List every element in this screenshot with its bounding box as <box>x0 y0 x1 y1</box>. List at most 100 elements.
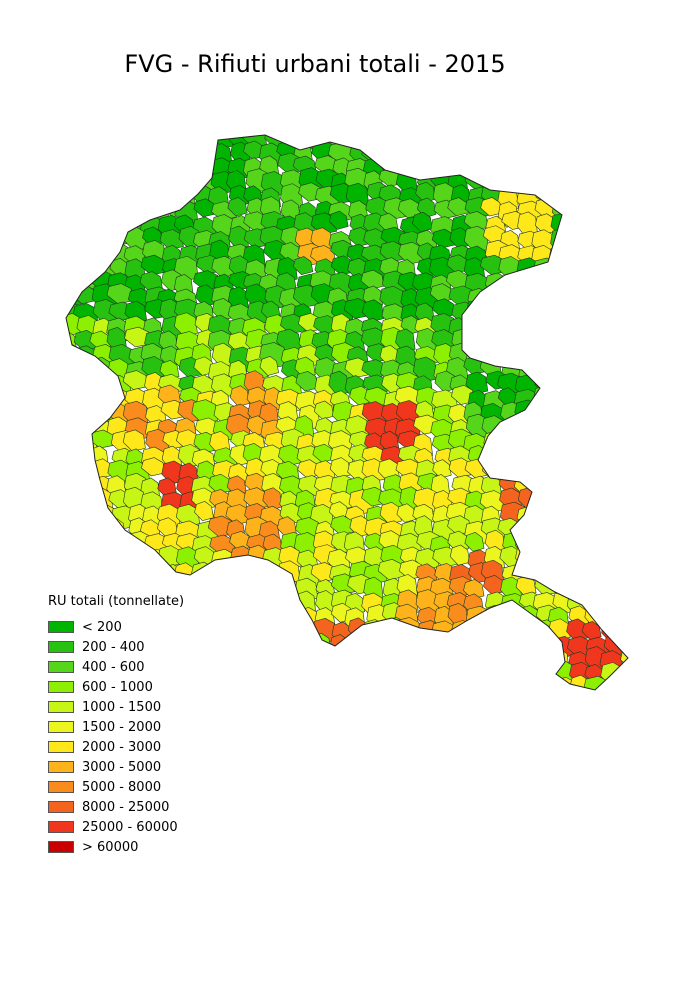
municipality-area <box>279 691 304 716</box>
municipality-area <box>585 432 611 453</box>
municipality-area <box>468 650 492 678</box>
municipality-area <box>434 632 456 653</box>
municipality-area <box>225 648 252 673</box>
municipality-area <box>617 385 628 407</box>
municipality-area <box>108 533 135 553</box>
municipality-area <box>294 631 321 653</box>
municipality-area <box>294 678 314 690</box>
legend-label: 400 - 600 <box>82 659 145 675</box>
municipality-area <box>570 448 595 469</box>
municipality-area <box>502 428 527 451</box>
municipality-area <box>380 648 407 672</box>
municipality-area <box>448 634 476 660</box>
municipality-area <box>531 545 557 566</box>
municipality-area <box>108 185 132 206</box>
municipality-area <box>276 648 303 675</box>
municipality-area <box>123 154 147 178</box>
municipality-area <box>483 446 505 470</box>
municipality-area <box>73 199 96 227</box>
legend-swatch <box>48 761 74 773</box>
municipality-area <box>602 357 628 378</box>
municipality-area <box>66 447 80 471</box>
municipality-area <box>569 548 591 574</box>
municipality-area <box>620 443 628 468</box>
municipality-area <box>431 676 456 690</box>
municipality-area <box>412 675 437 690</box>
municipality-area <box>502 650 526 677</box>
municipality-area <box>73 156 98 179</box>
municipality-area <box>145 181 173 203</box>
municipality-area <box>615 154 628 182</box>
municipality-area <box>225 618 250 639</box>
municipality-area <box>618 135 628 156</box>
municipality-area <box>140 168 163 191</box>
municipality-area <box>92 201 112 228</box>
municipality-area <box>344 648 367 674</box>
municipality-area <box>247 676 271 690</box>
municipality-area <box>552 418 579 443</box>
legend-item: 1500 - 2000 <box>48 717 184 737</box>
municipality-area <box>569 258 593 282</box>
municipality-area <box>498 664 525 688</box>
municipality-area <box>157 181 177 205</box>
municipality-area <box>229 385 250 407</box>
municipality-area <box>551 517 577 543</box>
municipality-area <box>533 461 555 485</box>
municipality-area <box>583 370 609 391</box>
municipality-area <box>66 225 87 248</box>
municipality-area <box>536 404 556 430</box>
municipality-area <box>416 634 437 661</box>
municipality-area <box>600 418 621 446</box>
municipality-area <box>583 240 608 262</box>
municipality-area <box>71 401 92 426</box>
municipality-area <box>587 564 609 592</box>
municipality-area <box>620 299 628 324</box>
municipality-area <box>66 390 84 415</box>
municipality-area <box>73 345 98 372</box>
municipality-area <box>281 635 307 659</box>
municipality-area <box>264 680 285 690</box>
municipality-area <box>515 661 537 683</box>
municipality-area <box>447 530 469 552</box>
municipality-area <box>463 579 485 600</box>
municipality-area <box>616 459 628 487</box>
municipality-area <box>536 154 561 179</box>
municipality-area <box>585 476 608 500</box>
municipality-area <box>603 345 628 365</box>
municipality-area <box>365 661 389 686</box>
municipality-area <box>72 575 97 595</box>
municipality-area <box>618 531 628 558</box>
municipality-area <box>75 389 99 415</box>
municipality-area <box>484 272 509 295</box>
municipality-area <box>616 431 628 453</box>
municipality-area <box>533 283 559 311</box>
municipality-area <box>567 212 594 237</box>
municipality-area <box>552 431 577 458</box>
municipality-area <box>94 529 115 554</box>
municipality-area <box>601 620 621 642</box>
municipality-area <box>91 374 118 396</box>
municipality-area <box>620 400 628 422</box>
municipality-area <box>484 604 505 629</box>
municipality-area <box>362 619 386 643</box>
legend-swatch <box>48 821 74 833</box>
municipality-area <box>617 693 642 719</box>
municipality-area <box>617 255 628 283</box>
municipality-area <box>519 168 543 191</box>
municipality-area <box>485 152 507 177</box>
municipality-area <box>158 167 180 188</box>
municipality-area <box>431 692 453 718</box>
municipality-area <box>76 561 101 584</box>
municipality-area <box>517 647 540 675</box>
municipality-area <box>499 167 524 191</box>
map-legend: RU totali (tonnellate) < 200 200 - 400 400… <box>48 594 184 857</box>
municipality-area <box>565 433 590 456</box>
municipality-area <box>515 621 538 647</box>
municipality-area <box>229 635 250 659</box>
municipality-area <box>582 259 606 285</box>
municipality-area <box>620 201 628 225</box>
municipality-area <box>519 694 542 713</box>
municipality-area <box>586 588 611 610</box>
municipality-area <box>482 459 504 480</box>
municipality-area <box>92 213 119 233</box>
